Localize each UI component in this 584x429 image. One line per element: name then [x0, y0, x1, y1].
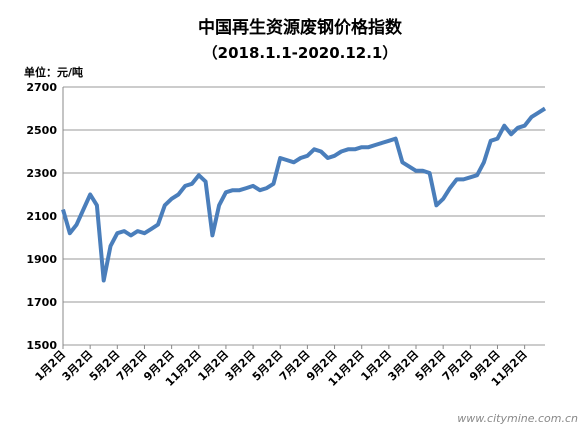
chart-title: 中国再生资源废钢价格指数: [198, 17, 403, 38]
y-tick-label: 2300: [26, 167, 57, 180]
y-tick-label: 1900: [26, 253, 57, 266]
unit-label: 单位：元/吨: [24, 65, 83, 79]
y-tick-label: 2100: [26, 210, 57, 223]
data-line: [61, 106, 547, 283]
y-tick-label: 2500: [26, 124, 57, 137]
watermark: www.citymine.com.cn: [457, 412, 578, 425]
y-tick-label: 2700: [26, 81, 57, 94]
y-tick-label: 1500: [26, 339, 57, 352]
y-tick-label: 1700: [26, 296, 57, 309]
chart-subtitle: （2018.1.1-2020.12.1）: [203, 44, 398, 62]
